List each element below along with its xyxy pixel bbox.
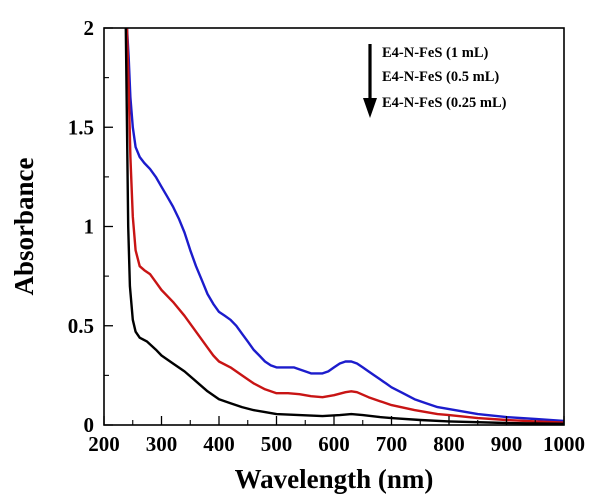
x-tick-label: 500: [261, 432, 293, 456]
legend-entry-0-25ml: E4-N-FeS (0.25 mL): [382, 95, 507, 111]
legend-entry-1ml: E4-N-FeS (1 mL): [382, 45, 488, 61]
x-tick-label: 900: [491, 432, 523, 456]
y-tick-label: 0: [84, 413, 95, 437]
x-tick-label: 1000: [543, 432, 585, 456]
legend-entry-0-5ml: E4-N-FeS (0.5 mL): [382, 69, 499, 85]
series-line-3: [124, 27, 565, 425]
y-tick-label: 1: [84, 215, 95, 239]
y-tick-label: 0.5: [68, 314, 94, 338]
x-tick-label: 300: [146, 432, 178, 456]
x-tick-label: 200: [88, 432, 120, 456]
legend: E4-N-FeS (1 mL) E4-N-FeS (0.5 mL) E4-N-F…: [363, 44, 507, 118]
x-tick-label: 700: [376, 432, 408, 456]
plot-frame: [103, 27, 565, 426]
x-tick-label: 400: [203, 432, 235, 456]
series-line-1: [125, 27, 565, 423]
x-axis-title: Wavelength (nm): [235, 464, 434, 494]
x-tick-labels: 200 300 400 500 600 700 800 900 1000: [88, 432, 585, 456]
y-tick-labels: 0 0.5 1 1.5 2: [68, 16, 94, 437]
y-tick-label: 2: [84, 16, 95, 40]
y-axis-title: Absorbance: [9, 157, 39, 295]
legend-arrow-down-icon: [363, 98, 377, 118]
series-layer: [124, 27, 565, 425]
series-line-2: [125, 27, 565, 424]
tick-marks: [103, 27, 565, 426]
x-tick-label: 600: [318, 432, 350, 456]
y-tick-label: 1.5: [68, 115, 94, 139]
x-tick-label: 800: [433, 432, 465, 456]
